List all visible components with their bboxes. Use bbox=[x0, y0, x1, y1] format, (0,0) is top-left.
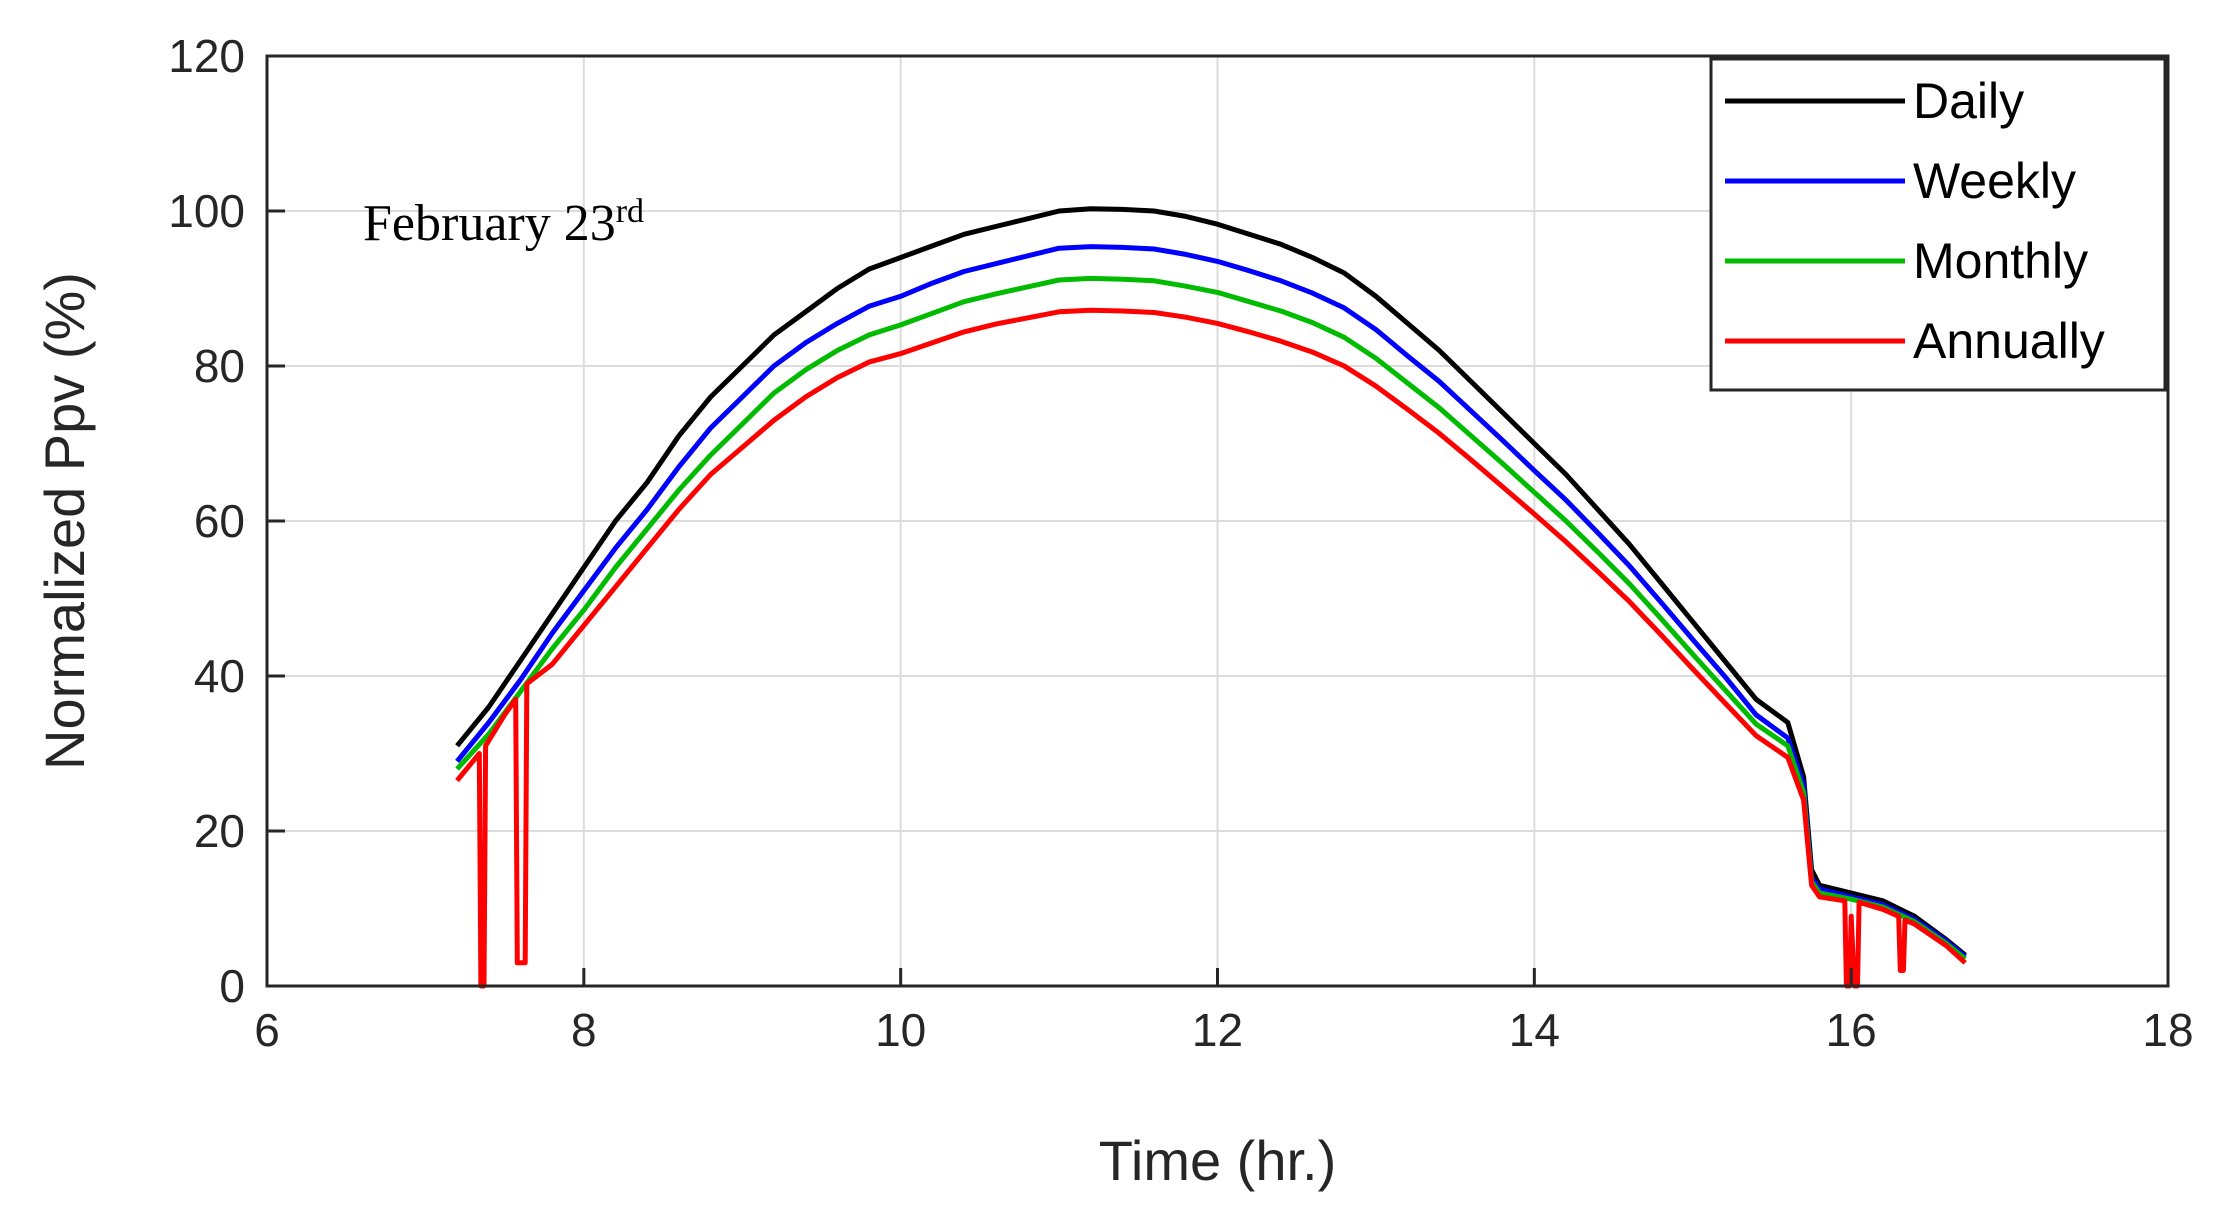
axis-ticks: 6 8 10 12 14 16 18 0 20 40 60 80 100 120 bbox=[168, 30, 2193, 1056]
legend-label-weekly: Weekly bbox=[1913, 153, 2076, 209]
legend: Daily Weekly Monthly Annually bbox=[1709, 57, 2167, 392]
date-annotation: February 23rd bbox=[363, 193, 644, 252]
y-tick-label: 40 bbox=[194, 650, 245, 702]
legend-label-monthly: Monthly bbox=[1913, 233, 2088, 289]
y-tick-label: 100 bbox=[168, 185, 245, 237]
y-tick-label: 20 bbox=[194, 805, 245, 857]
series-line-weekly bbox=[455, 244, 1967, 959]
x-axis-label: Time (hr.) bbox=[1099, 1129, 1336, 1192]
series-line-daily bbox=[455, 206, 1967, 957]
legend-label-annually: Annually bbox=[1913, 313, 2105, 369]
series-lines bbox=[455, 206, 1967, 989]
series-line-annually bbox=[455, 307, 1967, 989]
x-tick-label: 18 bbox=[2142, 1004, 2193, 1056]
x-tick-label: 10 bbox=[875, 1004, 926, 1056]
y-tick-label: 80 bbox=[194, 340, 245, 392]
y-tick-label: 120 bbox=[168, 30, 245, 82]
legend-label-daily: Daily bbox=[1913, 73, 2024, 129]
x-tick-label: 12 bbox=[1192, 1004, 1243, 1056]
date-annotation-superscript: rd bbox=[616, 193, 644, 230]
y-tick-label: 60 bbox=[194, 495, 245, 547]
date-annotation-main: February 23 bbox=[363, 195, 616, 252]
x-tick-label: 6 bbox=[254, 1004, 280, 1056]
legend-box bbox=[1709, 57, 2167, 392]
x-tick-label: 8 bbox=[571, 1004, 597, 1056]
series-line-monthly bbox=[455, 275, 1967, 961]
y-axis-label: Normalized Ppv (%) bbox=[33, 272, 96, 770]
x-tick-label: 14 bbox=[1509, 1004, 1560, 1056]
x-tick-label: 16 bbox=[1826, 1004, 1877, 1056]
y-tick-label: 0 bbox=[219, 960, 245, 1012]
